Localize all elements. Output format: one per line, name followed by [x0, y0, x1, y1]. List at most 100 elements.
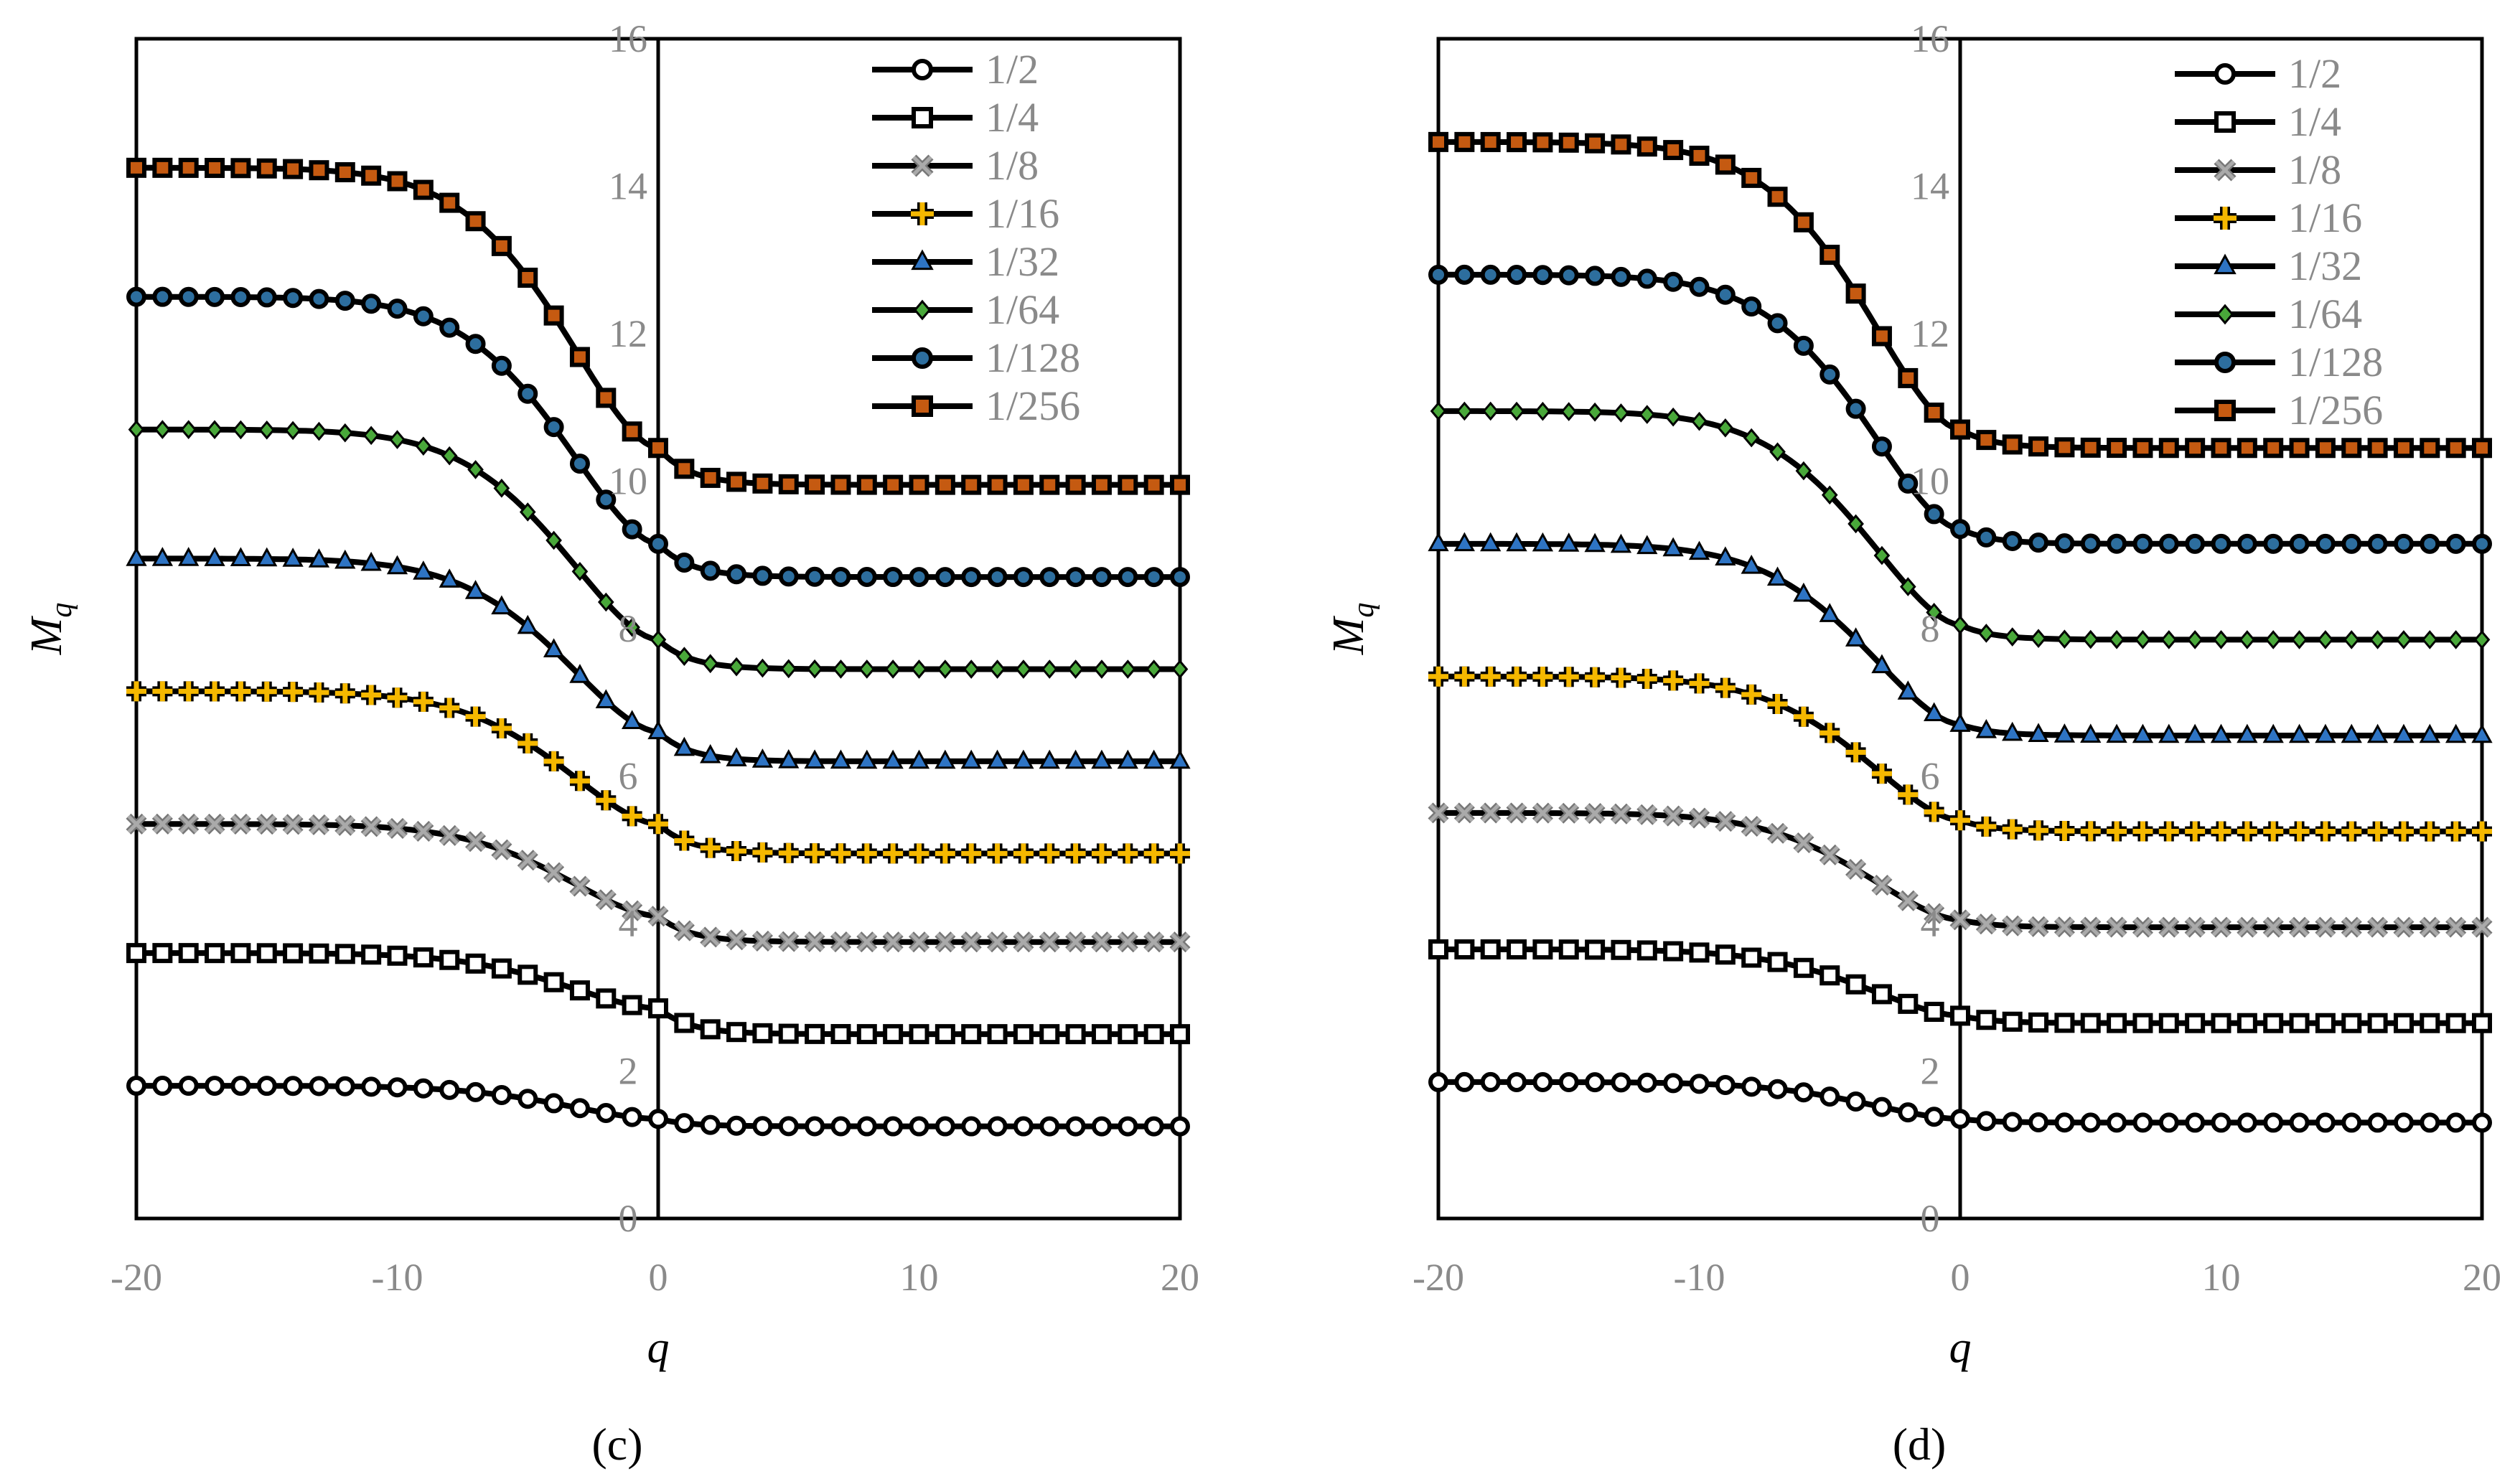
data-point: [2263, 438, 2284, 459]
data-point: [2054, 821, 2075, 842]
data-point: [2366, 723, 2389, 743]
data-point: [2211, 1013, 2231, 1033]
legend-item: 1/32: [2175, 243, 2362, 289]
data-point: [1170, 1024, 1190, 1045]
data-point: [2237, 916, 2258, 938]
data-point: [1091, 749, 1113, 769]
y-tick-label: 4: [619, 902, 638, 945]
data-point: [2395, 630, 2412, 649]
data-point: [1715, 811, 1736, 832]
data-point: [1898, 367, 1919, 388]
data-point: [2420, 1013, 2440, 1033]
legend-marker: [2214, 111, 2236, 133]
data-point: [413, 691, 434, 712]
data-point: [805, 474, 825, 495]
data-point: [465, 953, 486, 974]
y-axis-label: Mq: [1324, 603, 1380, 656]
data-point: [1506, 532, 1527, 552]
data-point: [1793, 832, 1814, 854]
data-point: [1610, 803, 1631, 825]
series-1-32: [126, 547, 1191, 769]
data-point: [2472, 821, 2492, 842]
legend-marker: [2214, 159, 2237, 182]
data-point: [883, 474, 904, 495]
data-point: [1169, 749, 1191, 769]
data-point: [1118, 1024, 1138, 1045]
data-point: [360, 816, 382, 837]
data-point: [2420, 1112, 2440, 1133]
data-point: [491, 839, 512, 860]
data-point: [2080, 437, 2101, 458]
data-point: [1091, 474, 1112, 495]
data-point: [258, 420, 276, 440]
data-point: [1819, 723, 1840, 743]
legend-label: 1/32: [985, 238, 1059, 285]
data-point: [2393, 916, 2415, 938]
data-point: [806, 659, 823, 679]
data-point: [752, 565, 773, 586]
data-point: [439, 317, 460, 338]
data-point: [909, 843, 929, 864]
legend-marker: [913, 299, 932, 321]
data-point: [2343, 630, 2360, 649]
y-tick-label: 6: [619, 755, 638, 798]
data-point: [1767, 693, 1788, 714]
data-point: [334, 944, 355, 964]
series-1-64: [1430, 401, 2491, 649]
data-point: [2108, 629, 2125, 649]
data-point: [987, 567, 1008, 588]
legend-marker: [911, 202, 934, 225]
data-point: [1976, 527, 1997, 548]
data-point: [439, 192, 460, 213]
data-point: [702, 654, 719, 674]
data-point: [1611, 1072, 1631, 1093]
data-point: [2471, 916, 2493, 938]
data-point: [622, 710, 643, 729]
data-point: [647, 906, 669, 927]
data-point: [1663, 140, 1684, 161]
data-point: [1767, 822, 1789, 844]
legend-label: 1/8: [2288, 146, 2341, 193]
data-point: [596, 388, 617, 408]
data-point: [126, 286, 146, 307]
data-point: [126, 547, 147, 566]
data-point: [1741, 815, 1762, 837]
data-point: [2289, 916, 2310, 938]
data-point: [569, 1098, 590, 1119]
legend-label: 1/16: [2288, 194, 2362, 241]
data-point: [1091, 931, 1113, 953]
data-point: [1793, 212, 1814, 233]
data-point: [1170, 843, 1190, 864]
series-1-128: [1428, 264, 2492, 554]
data-point: [178, 943, 199, 964]
data-point: [1898, 1102, 1919, 1123]
data-point: [517, 383, 538, 404]
data-point: [1715, 1074, 1736, 1095]
data-point: [2341, 1112, 2362, 1133]
data-point: [230, 158, 251, 179]
x-axis-label: q: [647, 1323, 670, 1372]
data-point: [2184, 723, 2206, 743]
data-point: [1013, 843, 1034, 864]
data-point: [2054, 437, 2075, 458]
data-point: [2289, 1112, 2310, 1133]
data-point: [1453, 532, 1475, 552]
data-point: [467, 460, 484, 479]
legend-marker: [2214, 207, 2237, 230]
data-point: [2132, 533, 2153, 554]
data-point: [2158, 916, 2180, 938]
data-point: [2262, 723, 2284, 743]
data-point: [2317, 630, 2334, 649]
data-point: [2211, 821, 2231, 842]
data-point: [1950, 810, 1970, 831]
data-point: [1663, 941, 1684, 962]
data-point: [830, 474, 851, 495]
data-point: [2002, 819, 2023, 840]
data-point: [2367, 1013, 2388, 1033]
data-point: [178, 286, 199, 307]
data-point: [1793, 335, 1814, 356]
data-point: [647, 720, 669, 740]
data-point: [1871, 764, 1892, 784]
data-point: [308, 814, 329, 835]
data-point: [1636, 1072, 1657, 1093]
